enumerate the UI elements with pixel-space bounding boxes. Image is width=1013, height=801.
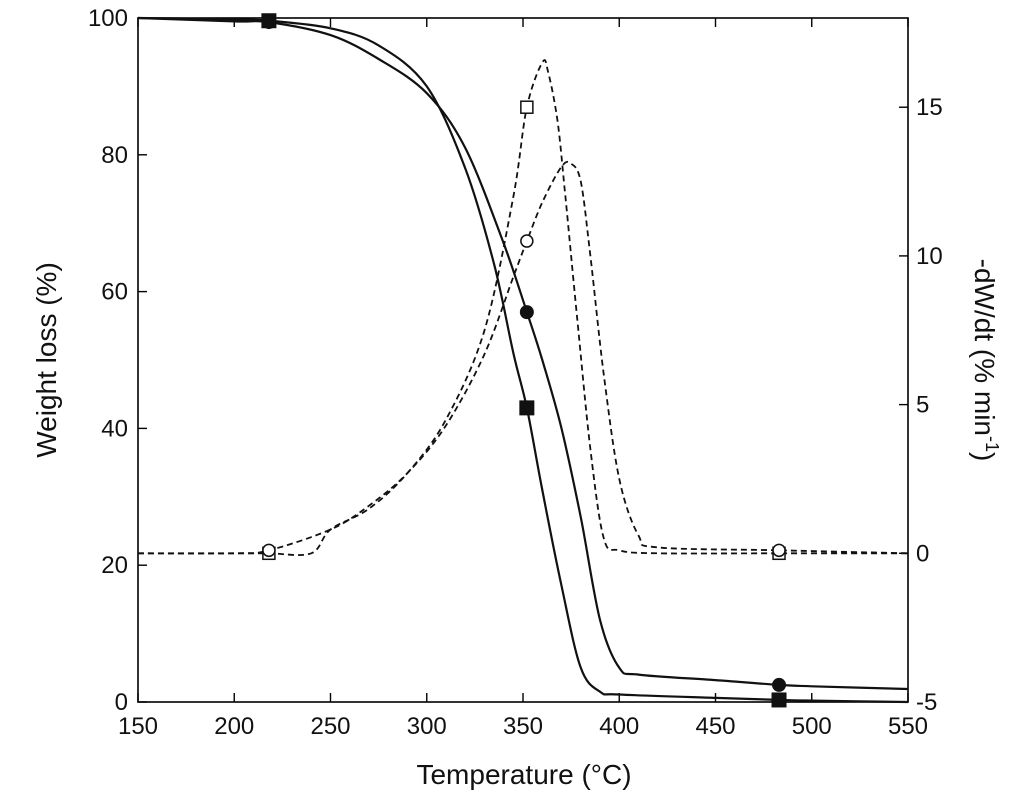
plot-border — [137, 17, 909, 703]
x-tick-label: 250 — [310, 713, 350, 740]
series-2-marker — [261, 15, 276, 30]
y2-tick-label: 10 — [916, 243, 943, 270]
x-axis-ticks: 150 200 250 300 350 400 450 500 550 — [118, 18, 928, 740]
x-tick-label: 450 — [695, 713, 735, 740]
y-tick-label: 60 — [101, 279, 128, 306]
y2-tick-label: -5 — [916, 689, 937, 716]
right-y-axis-title-main: -dW/dt (% min — [969, 259, 1000, 436]
x-tick-label: 300 — [407, 713, 447, 740]
x-tick-label: 350 — [503, 713, 543, 740]
x-tick-label: 150 — [118, 713, 158, 740]
series-2-marker — [772, 677, 787, 692]
y-tick-label: 40 — [101, 415, 128, 442]
y2-tick-label: 15 — [916, 94, 943, 121]
series-line-4 — [137, 160, 909, 555]
series-4-marker — [520, 234, 534, 248]
series-4-marker — [772, 543, 786, 558]
right-y-axis-title-sup: -1 — [982, 436, 1002, 452]
plot-frame — [137, 17, 909, 703]
series-line-1 — [137, 16, 909, 704]
curves — [137, 16, 909, 704]
y2-tick-label: 0 — [916, 540, 929, 567]
y-tick-label: 20 — [101, 552, 128, 579]
right-y-axis-title-close: ) — [969, 452, 1000, 461]
y2-tick-label: 5 — [916, 392, 929, 419]
y-tick-label: 100 — [88, 5, 128, 32]
markers — [261, 13, 787, 708]
x-tick-label: 400 — [599, 713, 639, 740]
series-1-marker — [519, 400, 535, 416]
left-y-axis-ticks: 0 20 40 60 80 100 — [88, 5, 147, 716]
y-tick-label: 80 — [101, 142, 128, 169]
series-4-marker — [262, 543, 276, 558]
left-y-axis-title: Weight loss (%) — [31, 262, 62, 458]
series-line-3 — [138, 59, 908, 556]
y-tick-label: 0 — [115, 689, 128, 716]
x-axis-title: Temperature (°C) — [416, 759, 631, 790]
series-2-marker — [519, 305, 534, 320]
x-tick-label: 500 — [792, 713, 832, 740]
series-3-marker — [520, 100, 534, 114]
series-1-marker — [771, 692, 787, 708]
x-tick-label: 200 — [214, 713, 254, 740]
series-line-2 — [137, 16, 909, 691]
right-y-axis-title: -dW/dt (% min-1) — [969, 259, 1002, 462]
x-tick-label: 550 — [888, 713, 928, 740]
right-y-axis-ticks: -5 0 5 10 15 — [899, 94, 943, 716]
